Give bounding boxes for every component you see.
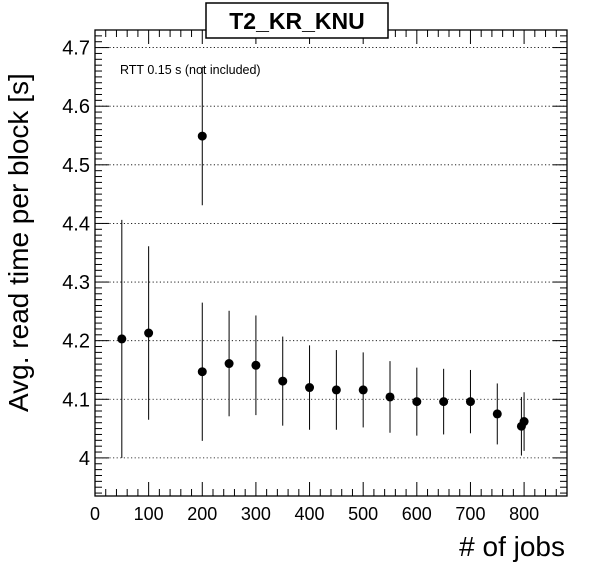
- data-point: [224, 359, 234, 369]
- data-point: [439, 397, 449, 407]
- axis-ticks: [94, 29, 568, 496]
- y-tick-label: 4.2: [62, 331, 90, 353]
- data-point: [278, 376, 288, 386]
- y-tick-label: 4: [79, 448, 90, 470]
- title-box: T2_KR_KNU: [205, 2, 389, 39]
- y-tick-label: 4.6: [62, 96, 90, 118]
- data-point: [117, 334, 127, 344]
- x-axis-label: # of jobs: [459, 531, 565, 562]
- x-tick-label: 600: [402, 504, 432, 524]
- x-tick-label: 300: [241, 504, 271, 524]
- x-tick-label: 100: [134, 504, 164, 524]
- data-point: [385, 392, 395, 402]
- data-point: [358, 385, 368, 395]
- y-tick-label: 4.5: [62, 155, 90, 177]
- data-point: [197, 367, 207, 377]
- x-tick-label: 0: [90, 504, 100, 524]
- data-point: [465, 397, 475, 407]
- data-point: [412, 397, 422, 407]
- data-point: [519, 417, 529, 427]
- grid-lines: [95, 47, 567, 459]
- y-tick-label: 4.4: [62, 213, 90, 235]
- x-tick-label: 500: [348, 504, 378, 524]
- y-tick-label: 4.1: [62, 389, 90, 411]
- y-tick-label: 4.7: [62, 38, 90, 60]
- chart-title: T2_KR_KNU: [229, 8, 364, 34]
- title-box-frame: [205, 2, 389, 39]
- data-point: [144, 328, 154, 338]
- data-point: [331, 385, 341, 395]
- data-point: [492, 409, 502, 419]
- x-tick-label: 700: [455, 504, 485, 524]
- x-tick-labels: 0 100 200 300 400 500 600 700 800: [90, 504, 539, 524]
- y-tick-labels: 4 4.1 4.2 4.3 4.4 4.5 4.6 4.7: [62, 38, 90, 470]
- x-tick-label: 800: [509, 504, 539, 524]
- x-tick-label: 400: [295, 504, 325, 524]
- x-tick-label: 200: [187, 504, 217, 524]
- data-point: [305, 383, 315, 393]
- data-points: [117, 66, 529, 458]
- chart-annotation: RTT 0.15 s (not included): [120, 63, 261, 77]
- y-axis-label: Avg. read time per block [s]: [3, 73, 34, 412]
- y-tick-label: 4.3: [62, 272, 90, 294]
- data-point: [251, 360, 261, 370]
- data-point: [197, 131, 207, 141]
